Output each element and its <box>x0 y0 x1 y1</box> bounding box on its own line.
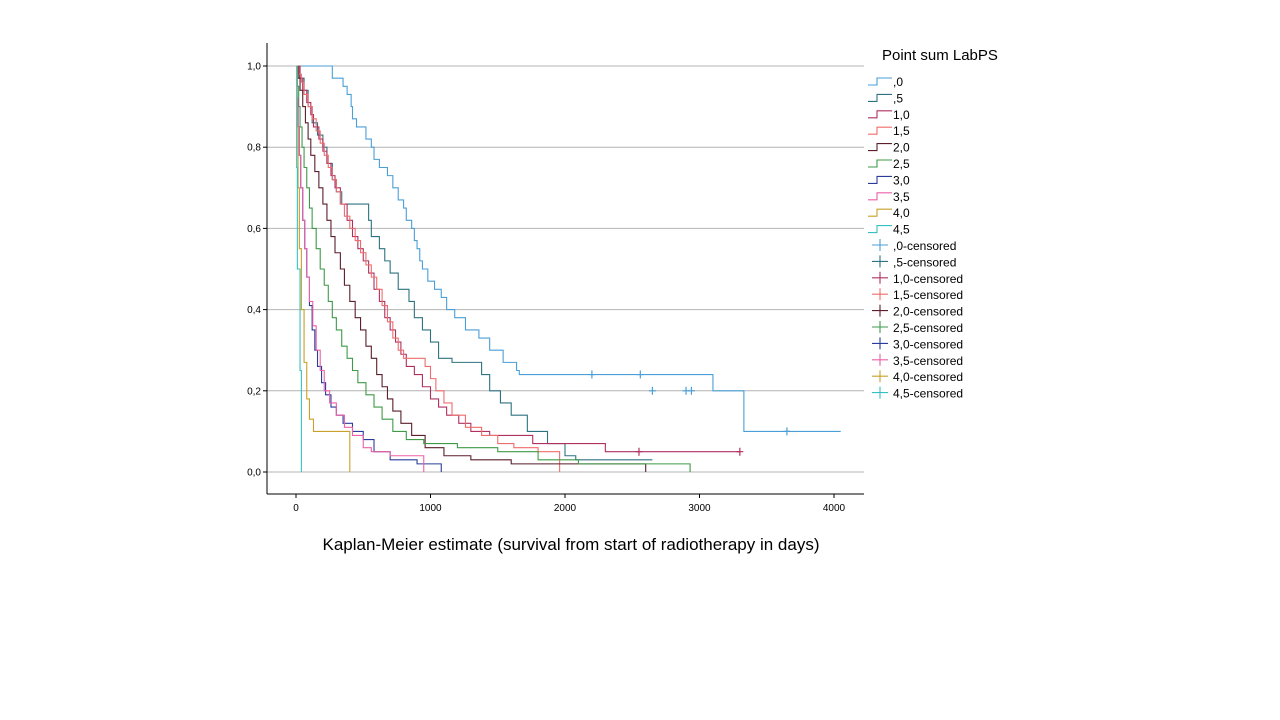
legend-label: 4,0 <box>893 206 910 220</box>
legend: Point sum LabPS ,0 ,5 1,0 1,5 2,0 2,5 3,0 3,5 4,… <box>868 47 998 401</box>
legend-swatch-censor-4-0-censored <box>872 370 888 383</box>
legend-label: ,5-censored <box>893 255 956 269</box>
legend-swatch-censor-3-0-censored <box>872 337 888 350</box>
censor-mark-0 <box>648 386 656 395</box>
censor-mark-0 <box>636 370 644 379</box>
legend-label: 4,0-censored <box>893 370 963 384</box>
legend-label: 3,5 <box>893 190 910 204</box>
x-tick-label: 1000 <box>419 503 442 514</box>
x-tick-label: 2000 <box>554 503 577 514</box>
legend-swatch-censor-4-5-censored <box>872 386 888 399</box>
legend-swatch-step-2-0 <box>868 143 892 152</box>
censor-mark-0 <box>588 370 596 379</box>
survival-curve-1-0 <box>296 65 740 453</box>
legend-label: 1,5 <box>893 124 910 138</box>
legend-label: 2,0 <box>893 141 910 155</box>
x-tick-label: 4000 <box>823 503 846 514</box>
x-tick-label: 3000 <box>688 503 711 514</box>
legend-title: Point sum LabPS <box>882 47 998 64</box>
censor-mark-1-0 <box>635 447 643 456</box>
legend-label: 2,0-censored <box>893 305 963 319</box>
legend-swatch-censor-5-censored <box>872 255 888 268</box>
censor-mark-0 <box>783 427 791 436</box>
gridlines <box>267 65 864 473</box>
legend-swatch-censor-1-0-censored <box>872 271 888 284</box>
y-tick-label: 0,2 <box>247 386 261 397</box>
legend-label: 2,5-censored <box>893 321 963 335</box>
legend-swatch-step-1-0 <box>868 110 892 119</box>
survival-curve-3-5 <box>296 65 425 472</box>
legend-label: ,0 <box>893 75 903 89</box>
legend-label: 3,5-censored <box>893 354 963 368</box>
survival-curve-4-5 <box>296 65 302 472</box>
legend-label: 4,5 <box>893 223 910 237</box>
legend-swatch-censor-2-5-censored <box>872 321 888 333</box>
legend-swatch-step-0 <box>868 77 892 86</box>
x-tick-label: 0 <box>293 503 299 514</box>
chart-caption: Kaplan-Meier estimate (survival from sta… <box>322 535 820 554</box>
y-tick-label: 0,4 <box>247 305 261 316</box>
censor-mark-1-0 <box>736 447 744 456</box>
legend-swatch-step-3-0 <box>868 175 892 184</box>
legend-label: ,5 <box>893 91 903 105</box>
legend-swatch-step-5 <box>868 93 892 102</box>
legend-label: 2,5 <box>893 157 910 171</box>
legend-swatch-censor-1-5-censored <box>872 288 888 301</box>
survival-curve-2-0 <box>296 65 647 472</box>
legend-label: 4,5-censored <box>893 387 963 401</box>
censor-mark-0 <box>687 386 695 395</box>
y-tick-label: 0,0 <box>247 468 261 479</box>
axes <box>263 43 864 498</box>
legend-swatch-censor-0-censored <box>872 239 888 251</box>
y-tick-label: 0,6 <box>247 224 261 235</box>
survival-curve-2-5 <box>296 65 691 472</box>
legend-swatch-censor-3-5-censored <box>872 353 888 366</box>
legend-swatch-step-4-5 <box>868 225 892 234</box>
legend-label: 3,0 <box>893 173 910 187</box>
legend-label: 3,0-censored <box>893 337 963 351</box>
legend-swatch-censor-2-0-censored <box>872 304 888 317</box>
survival-curve-1-5 <box>296 65 561 472</box>
y-tick-label: 0,8 <box>247 143 261 154</box>
y-tick-label: 1,0 <box>247 62 261 73</box>
legend-swatch-step-1-5 <box>868 126 892 135</box>
legend-label: 1,0 <box>893 108 910 122</box>
tick-labels: 0,0 0,2 0,4 0,6 0,8 1,0 0 1000 2000 3000 4000 <box>247 62 845 515</box>
survival-curve-0 <box>296 65 841 432</box>
legend-label: 1,0-censored <box>893 272 963 286</box>
legend-swatch-step-4-0 <box>868 208 892 217</box>
legend-swatch-step-2-5 <box>868 159 892 168</box>
legend-swatch-step-3-5 <box>868 192 892 201</box>
survival-curve-5 <box>296 65 653 461</box>
legend-label: ,0-censored <box>893 239 956 253</box>
legend-label: 1,5-censored <box>893 288 963 302</box>
censor-marks <box>588 370 791 456</box>
survival-curve-4-0 <box>296 65 351 472</box>
survival-curves <box>296 65 841 472</box>
